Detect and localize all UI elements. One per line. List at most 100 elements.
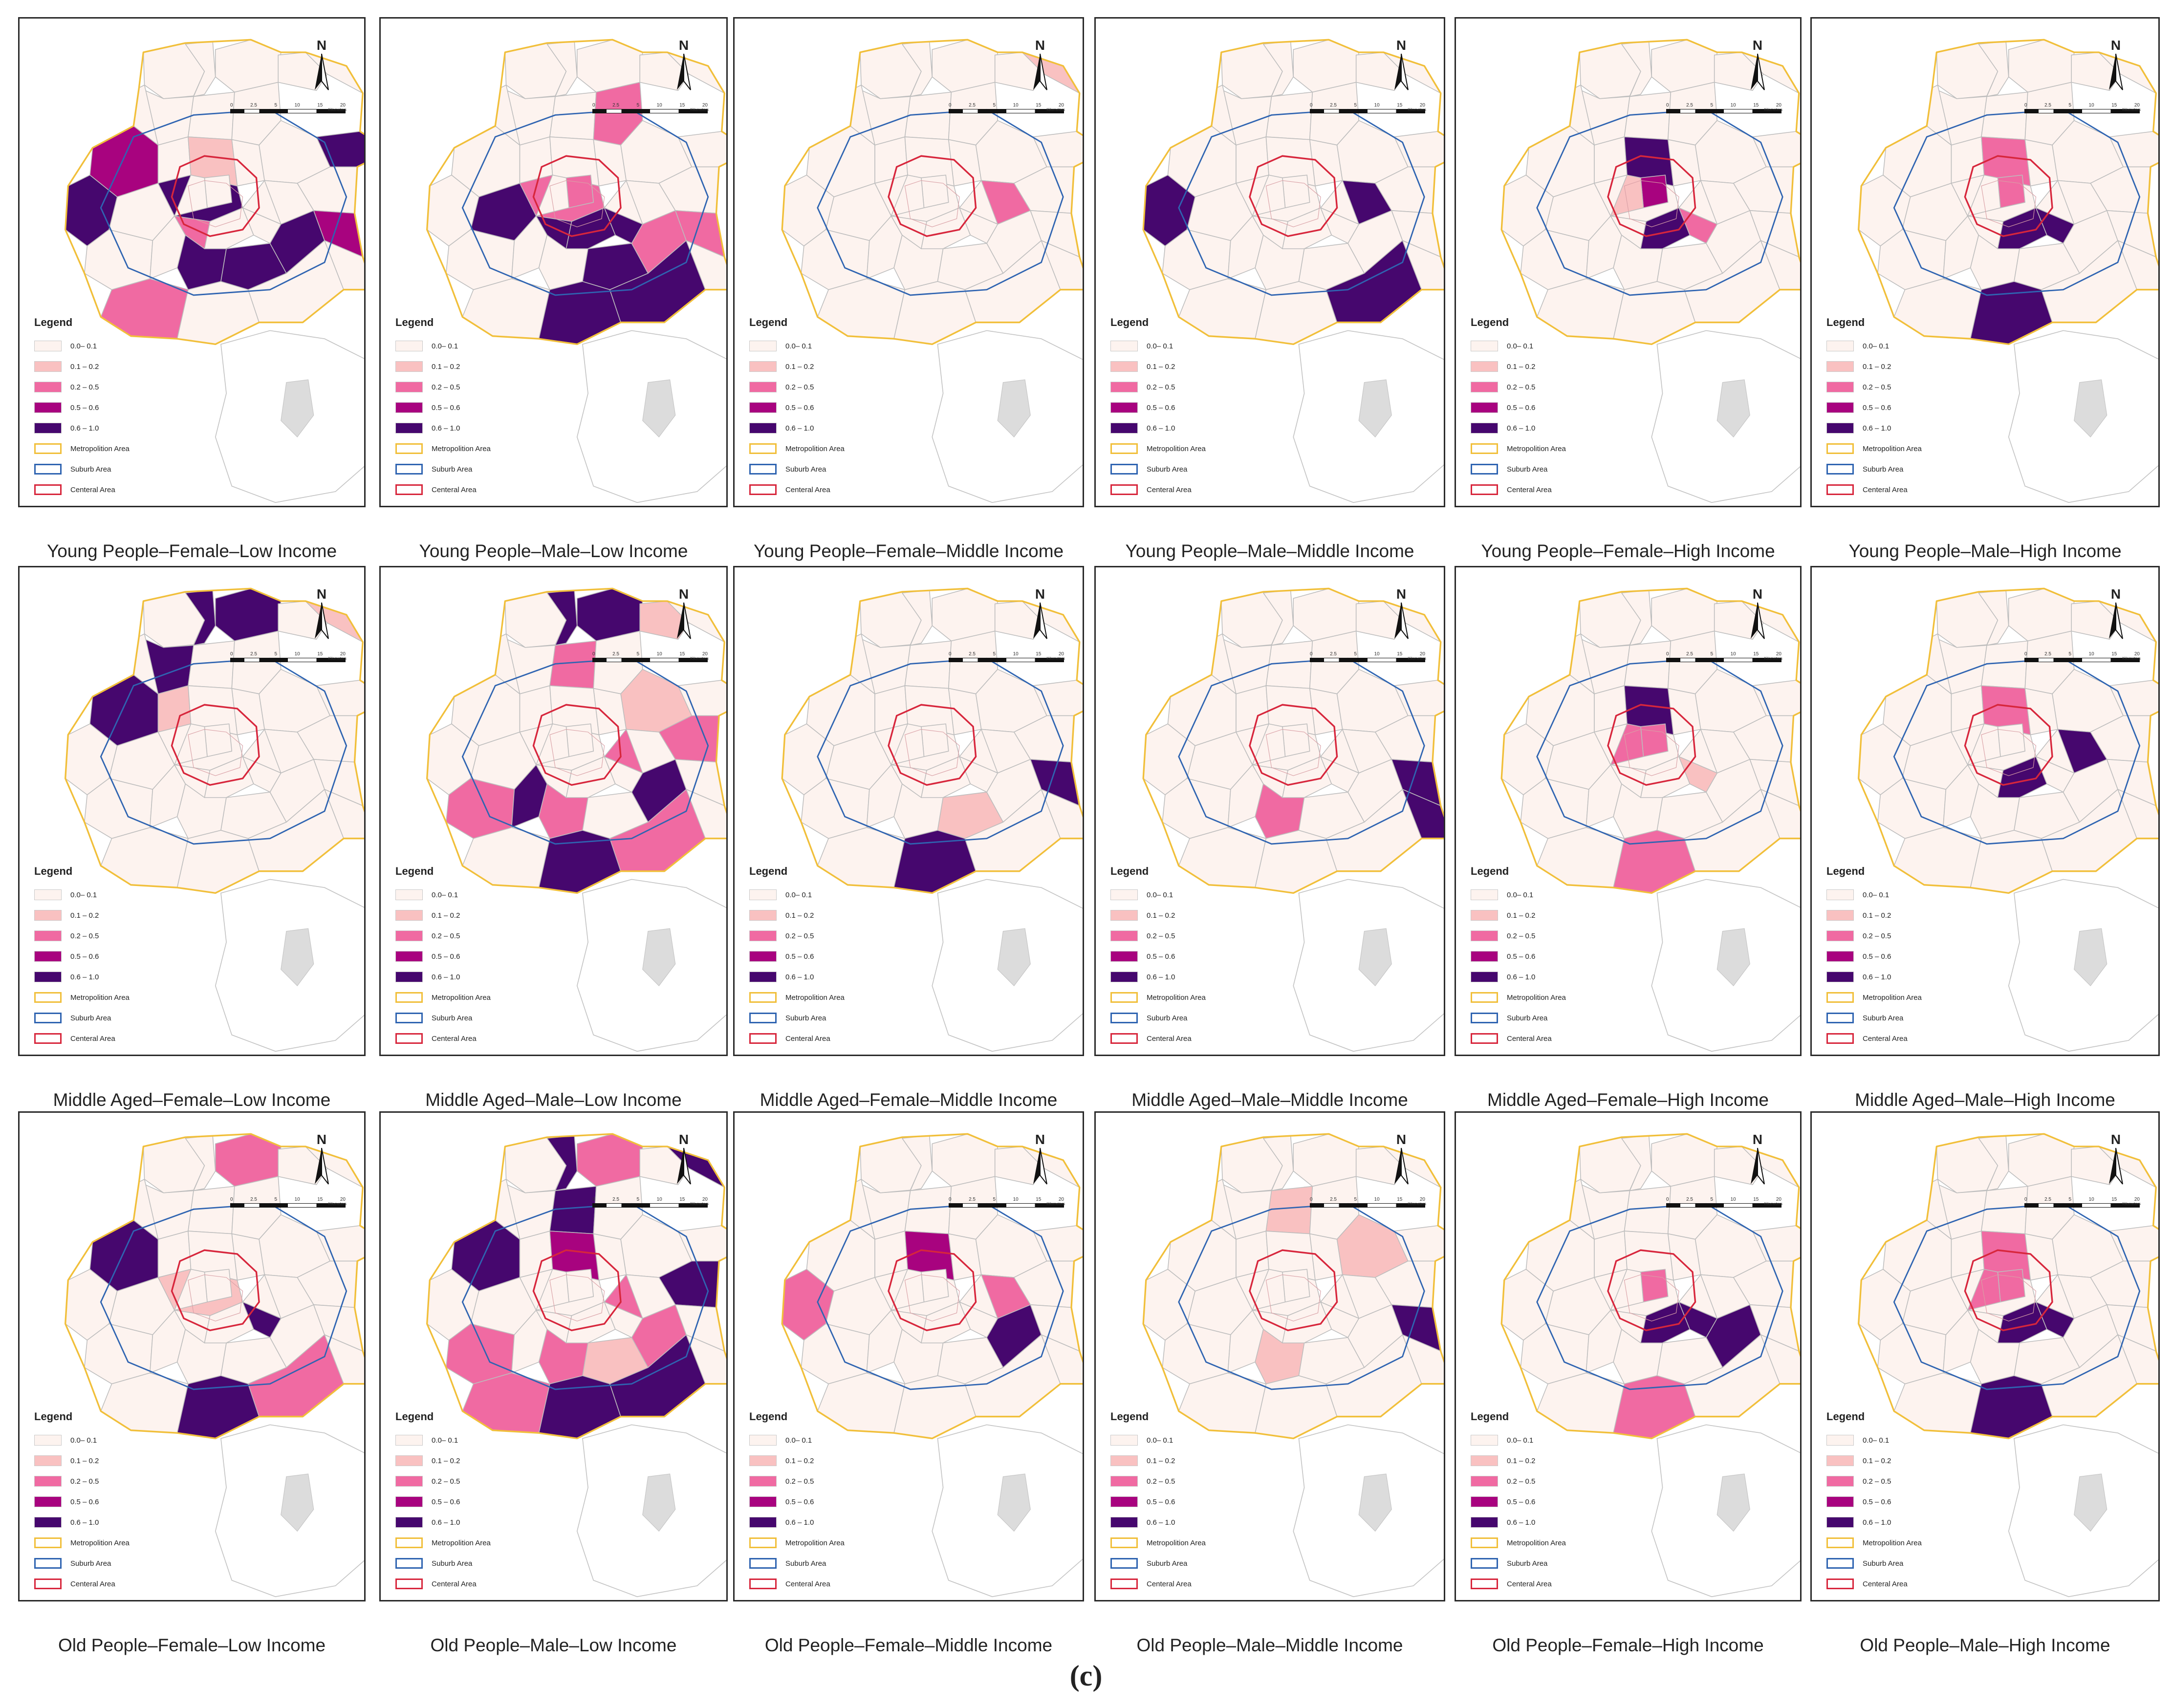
district	[891, 1269, 925, 1311]
panel-title: Middle Aged–Female–Middle Income	[760, 1090, 1058, 1110]
legend-swatch	[34, 402, 62, 413]
legend-swatch	[749, 1476, 777, 1487]
legend-label: 0.1 – 0.2	[1507, 1456, 1536, 1465]
district	[1752, 131, 1800, 168]
scale-tick-label: 20	[1419, 651, 1425, 657]
legend-swatch	[34, 1435, 62, 1446]
district	[1342, 1274, 1392, 1319]
legend-swatch	[1826, 1476, 1854, 1487]
legend-swatch	[395, 930, 423, 941]
district	[1252, 1269, 1286, 1311]
legend: Legend 0.0– 0.1 0.1 – 0.2 0.2 – 0.5 0.5 – 0.…	[34, 1410, 181, 1594]
north-arrow: N	[1379, 38, 1423, 94]
legend: Legend 0.0– 0.1 0.1 – 0.2 0.2 – 0.5 0.5 – 0.…	[34, 865, 181, 1049]
map-panel: N 0 2.5 5 10 15 20 Kilometers Legend 0.0– 0.1 0.1 …	[1455, 17, 1802, 507]
district	[677, 680, 726, 716]
legend-class: 0.1 – 0.2	[395, 905, 542, 926]
metropolitan-area-boundary	[781, 39, 1083, 346]
scale-tick-label: 5	[1354, 103, 1357, 108]
legend-boundary: Centeral Area	[1110, 1574, 1257, 1594]
legend-swatch	[749, 930, 777, 941]
district	[2057, 180, 2107, 225]
legend-boundary: Suburb Area	[395, 459, 542, 479]
scale-tick-label: 2.5	[2044, 103, 2051, 108]
legend-swatch	[749, 972, 777, 982]
legend-class: 0.1 – 0.2	[1471, 1450, 1617, 1471]
legend-label: Suburb Area	[432, 465, 473, 474]
district	[1265, 91, 1313, 140]
legend-swatch	[1826, 889, 1854, 900]
legend-swatch	[1826, 1435, 1854, 1446]
central-area-boundary	[171, 704, 260, 786]
legend-label: 0.2 – 0.5	[785, 383, 814, 391]
legend-swatch	[34, 889, 62, 900]
legend-swatch	[1110, 1537, 1138, 1548]
legend-swatch	[34, 1013, 62, 1023]
choropleth-map	[1858, 39, 2158, 503]
north-arrow: N	[2094, 38, 2138, 94]
legend-label: 0.5 – 0.6	[1863, 1497, 1891, 1506]
scale-unit: Kilometers	[328, 656, 347, 661]
legend-class: 0.1 – 0.2	[1826, 905, 1973, 926]
metropolitan-area-boundary	[1142, 39, 1444, 346]
scale-tick-label: 20	[702, 1197, 708, 1202]
north-letter: N	[1035, 586, 1045, 602]
legend-title: Legend	[1471, 865, 1509, 877]
legend-class: 0.6 – 1.0	[395, 418, 542, 438]
district-highlighted	[316, 131, 364, 168]
north-letter: N	[316, 38, 327, 53]
legend-swatch	[1826, 1578, 1854, 1589]
legend-swatch	[1471, 361, 1498, 372]
legend-swatch	[34, 992, 62, 1003]
north-arrow-icon	[315, 1147, 329, 1185]
legend-label: Metropolition Area	[1507, 1538, 1566, 1547]
map-panel: N 0 2.5 5 10 15 20 Kilometers Legend 0.0– 0.1 0.1 …	[733, 17, 1084, 507]
legend: Legend 0.0– 0.1 0.1 – 0.2 0.2 – 0.5 0.5 – 0.…	[1110, 865, 1257, 1049]
district	[2117, 789, 2158, 839]
metropolitan-area-boundary	[65, 39, 364, 346]
legend-swatch	[34, 341, 62, 351]
legend-label: 0.6 – 1.0	[70, 424, 99, 432]
legend-swatch	[395, 951, 423, 962]
legend-swatch	[1110, 1476, 1138, 1487]
scale-tick-label: 2.5	[1330, 651, 1337, 657]
legend-boundary: Suburb Area	[1110, 459, 1257, 479]
panel-title: Old People–Male–Middle Income	[1136, 1635, 1403, 1655]
legend-swatch	[749, 1558, 777, 1569]
district	[324, 240, 364, 290]
legend-title: Legend	[395, 1410, 434, 1423]
scale-tick-label: 2.5	[2044, 1197, 2051, 1202]
legend-class: 0.5 – 0.6	[1110, 397, 1257, 418]
legend-class: 0.6 – 1.0	[1471, 1512, 1617, 1533]
scale-tick-label: 15	[679, 651, 685, 657]
scale-tick-label: 0	[230, 1197, 233, 1202]
map-panel: N 0 2.5 5 10 15 20 Kilometers Legend 0.0– 0.1 0.1 …	[1455, 566, 1802, 1056]
scale-tick-label: 10	[1730, 651, 1736, 657]
scale-tick-label: 5	[1710, 1197, 1714, 1202]
district-highlighted	[1640, 207, 1691, 249]
north-arrow: N	[1018, 587, 1062, 643]
legend-swatch	[1471, 1455, 1498, 1466]
choropleth-map	[781, 1133, 1083, 1598]
map-panel: N 0 2.5 5 10 15 20 Kilometers Legend 0.0– 0.1 0.1 …	[1810, 566, 2160, 1056]
legend-label: 0.5 – 0.6	[1507, 1497, 1536, 1506]
legend-class: 0.6 – 1.0	[749, 418, 896, 438]
legend-swatch	[1110, 1013, 1138, 1023]
scale-tick-label: 15	[317, 1197, 323, 1202]
north-arrow-icon	[2109, 602, 2123, 639]
scale-tick-label: 0	[1666, 103, 1669, 108]
district	[1700, 180, 1751, 225]
legend-swatch	[395, 1496, 423, 1507]
map-panel: N 0 2.5 5 10 15 20 Kilometers Legend 0.0– 0.1 0.1 …	[18, 1111, 366, 1601]
legend-label: 0.1 – 0.2	[1863, 1456, 1891, 1465]
legend-swatch	[1826, 1558, 1854, 1569]
legend-swatch	[749, 402, 777, 413]
north-arrow: N	[300, 587, 344, 643]
legend-boundary: Metropolition Area	[1826, 987, 1973, 1008]
legend-class: 0.2 – 0.5	[749, 926, 896, 946]
legend: Legend 0.0– 0.1 0.1 – 0.2 0.2 – 0.5 0.5 – 0.…	[1110, 316, 1257, 500]
legend-label: Centeral Area	[1863, 1579, 1908, 1588]
north-arrow: N	[2094, 1132, 2138, 1189]
legend-boundary: Centeral Area	[34, 1028, 181, 1049]
panel-title: Young People–Female–Middle Income	[753, 541, 1064, 561]
